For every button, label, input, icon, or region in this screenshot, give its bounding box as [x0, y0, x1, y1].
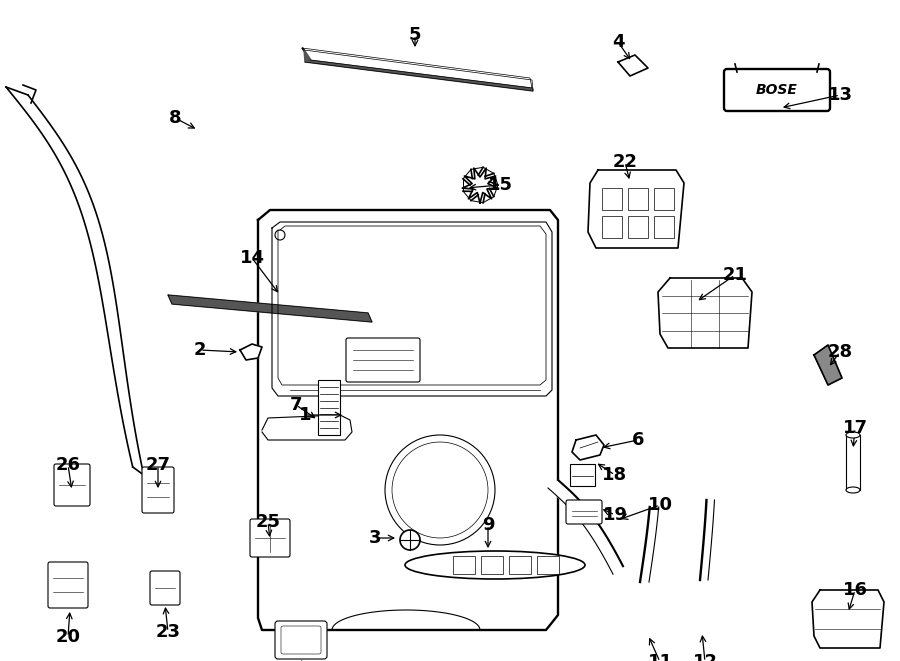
FancyBboxPatch shape	[275, 621, 327, 659]
Ellipse shape	[846, 487, 860, 493]
Text: 2: 2	[194, 341, 206, 359]
Text: 26: 26	[56, 456, 80, 474]
Text: 22: 22	[613, 153, 637, 171]
FancyBboxPatch shape	[724, 69, 830, 111]
Bar	[846, 435, 860, 490]
Polygon shape	[812, 590, 884, 648]
Polygon shape	[6, 87, 144, 475]
Bar	[654, 216, 674, 238]
Bar	[481, 556, 503, 574]
Text: 3: 3	[369, 529, 382, 547]
Polygon shape	[572, 435, 604, 460]
Text: 20: 20	[56, 628, 80, 646]
Polygon shape	[304, 47, 534, 87]
Bar	[453, 556, 475, 574]
Polygon shape	[168, 295, 372, 322]
Text: 6: 6	[632, 431, 644, 449]
Text: 11: 11	[647, 653, 672, 661]
Ellipse shape	[846, 432, 860, 438]
Text: 10: 10	[647, 496, 672, 514]
FancyBboxPatch shape	[54, 464, 90, 506]
Text: 21: 21	[723, 266, 748, 284]
Text: BOSE: BOSE	[756, 83, 798, 97]
Polygon shape	[302, 48, 532, 88]
Bar	[570, 464, 595, 486]
Polygon shape	[618, 55, 648, 76]
Bar	[537, 556, 559, 574]
Bar	[628, 216, 648, 238]
Text: 13: 13	[827, 86, 852, 104]
Bar	[602, 188, 622, 210]
Text: 16: 16	[842, 581, 868, 599]
Polygon shape	[658, 278, 752, 348]
Polygon shape	[258, 210, 558, 630]
Ellipse shape	[405, 551, 585, 579]
Text: 7: 7	[290, 396, 302, 414]
Text: 9: 9	[482, 516, 494, 534]
Circle shape	[400, 530, 420, 550]
Text: 4: 4	[612, 33, 625, 51]
Polygon shape	[463, 168, 498, 203]
Polygon shape	[240, 344, 262, 360]
FancyBboxPatch shape	[142, 467, 174, 513]
Text: 12: 12	[692, 653, 717, 661]
Bar	[654, 188, 674, 210]
Text: 28: 28	[827, 343, 852, 361]
FancyBboxPatch shape	[150, 571, 180, 605]
Polygon shape	[814, 345, 842, 385]
FancyBboxPatch shape	[250, 519, 290, 557]
Bar	[602, 216, 622, 238]
Bar	[628, 188, 648, 210]
Polygon shape	[588, 170, 684, 248]
Text: 27: 27	[146, 456, 170, 474]
Text: 1: 1	[299, 406, 311, 424]
Polygon shape	[304, 50, 533, 91]
Text: 18: 18	[602, 466, 627, 484]
Text: 19: 19	[602, 506, 627, 524]
Text: 5: 5	[409, 26, 421, 44]
Polygon shape	[548, 480, 623, 574]
Text: 14: 14	[239, 249, 265, 267]
Text: 15: 15	[488, 176, 512, 194]
Text: 25: 25	[256, 513, 281, 531]
Bar	[509, 556, 531, 574]
Text: 8: 8	[168, 109, 181, 127]
Text: 23: 23	[156, 623, 181, 641]
FancyBboxPatch shape	[48, 562, 88, 608]
FancyBboxPatch shape	[566, 500, 602, 524]
Text: 17: 17	[842, 419, 868, 437]
Bar	[318, 380, 340, 435]
